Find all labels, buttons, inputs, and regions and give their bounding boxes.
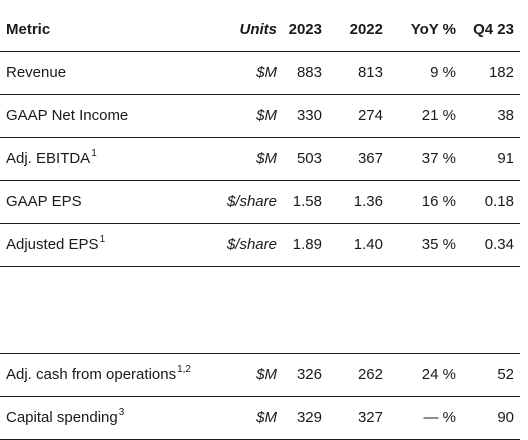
metric-label: Adjusted EPS <box>6 236 99 253</box>
header-units: Units <box>239 21 278 38</box>
row-2022: 1.36 <box>353 193 383 210</box>
row-units: $/share <box>226 236 277 253</box>
row-units: $M <box>256 150 277 167</box>
row-units: $M <box>256 409 277 426</box>
row-2023: 329 <box>296 409 322 426</box>
row-2023: 883 <box>296 64 322 81</box>
row-2022: 274 <box>357 107 383 124</box>
metric-label: GAAP Net Income <box>6 107 129 124</box>
table-spacer-row <box>0 267 520 354</box>
row-2023: 503 <box>296 150 322 167</box>
row-units: $M <box>256 64 277 81</box>
metric-label: Adj. EBITDA <box>6 150 91 167</box>
header-metric: Metric <box>6 21 51 38</box>
row-metric: Adj. cash from operations1,2 <box>6 364 191 384</box>
row-2022: 1.40 <box>353 236 383 253</box>
row-yoy: 24 % <box>421 366 456 383</box>
row-2023: 326 <box>296 366 322 383</box>
row-2022: 367 <box>357 150 383 167</box>
row-units: $/share <box>226 193 277 210</box>
row-q4: 91 <box>497 150 514 167</box>
row-yoy: 16 % <box>421 193 456 210</box>
row-q4: 52 <box>497 366 514 383</box>
footnote-marker: 3 <box>118 407 125 418</box>
row-yoy: 9 % <box>430 64 456 81</box>
row-metric: GAAP EPS <box>6 193 82 211</box>
row-2023: 330 <box>296 107 322 124</box>
row-q4: 0.18 <box>484 193 514 210</box>
row-2022: 813 <box>357 64 383 81</box>
metric-label: Adj. cash from operations <box>6 366 177 383</box>
row-2023: 1.89 <box>292 236 322 253</box>
row-metric: Revenue <box>6 64 66 82</box>
metric-label: Capital spending <box>6 409 118 426</box>
row-metric: Adj. EBITDA1 <box>6 148 97 168</box>
table-row: Revenue $M 883 813 9 % 182 <box>0 52 520 95</box>
row-q4: 0.34 <box>484 236 514 253</box>
metric-label: GAAP EPS <box>6 193 82 210</box>
footnote-marker: 1 <box>99 234 106 245</box>
table-row: GAAP Net Income $M 330 274 21 % 38 <box>0 95 520 138</box>
row-units: $M <box>256 366 277 383</box>
row-metric: GAAP Net Income <box>6 107 128 125</box>
row-q4: 90 <box>497 409 514 426</box>
header-yoy: YoY % <box>410 21 456 38</box>
row-metric: Adjusted EPS1 <box>6 234 106 254</box>
header-q4: Q4 23 <box>473 21 514 38</box>
row-metric: Capital spending3 <box>6 407 125 427</box>
financial-metrics-table: Metric Units 2023 2022 YoY % Q4 23 Reven… <box>0 9 520 440</box>
table-row: Capital spending3 $M 329 327 — % 90 <box>0 397 520 440</box>
table-row: Adjusted EPS1 $/share 1.89 1.40 35 % 0.3… <box>0 224 520 267</box>
table-row: Adj. EBITDA1 $M 503 367 37 % 91 <box>0 138 520 181</box>
table-row: Adj. cash from operations1,2 $M 326 262 … <box>0 354 520 397</box>
header-2022: 2022 <box>349 21 383 38</box>
table-header-row: Metric Units 2023 2022 YoY % Q4 23 <box>0 9 520 52</box>
row-yoy: 37 % <box>421 150 456 167</box>
row-yoy: — % <box>423 409 456 426</box>
row-q4: 38 <box>497 107 514 124</box>
row-yoy: 21 % <box>421 107 456 124</box>
footnote-marker: 1 <box>91 148 97 159</box>
row-q4: 182 <box>488 64 514 81</box>
row-2022: 262 <box>357 366 383 383</box>
footnote-marker: 1,2 <box>177 364 191 375</box>
table-row: GAAP EPS $/share 1.58 1.36 16 % 0.18 <box>0 181 520 224</box>
header-2023: 2023 <box>288 21 322 38</box>
metric-label: Revenue <box>6 64 67 81</box>
row-yoy: 35 % <box>421 236 456 253</box>
row-2022: 327 <box>357 409 383 426</box>
row-units: $M <box>256 107 277 124</box>
row-2023: 1.58 <box>292 193 322 210</box>
